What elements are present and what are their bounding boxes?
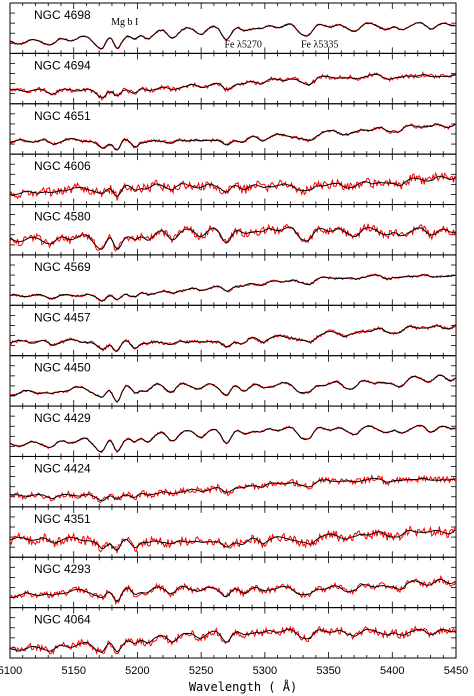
panel: NGC 4457	[9, 304, 457, 357]
observed-spectrum-line	[10, 525, 456, 554]
x-tick-label: 5150	[61, 665, 85, 677]
panel-label: NGC 4606	[34, 159, 91, 173]
model-spectrum-line	[10, 175, 456, 198]
panel-label: NGC 4064	[34, 613, 91, 627]
model-spectrum-line	[10, 123, 456, 151]
observed-spectrum-line	[10, 323, 456, 353]
panel-label: NGC 4580	[34, 210, 91, 224]
panel-label: NGC 4694	[34, 58, 91, 72]
panel: NGC 4293	[9, 556, 457, 609]
panel: NGC 4569	[9, 254, 457, 306]
panel-label: NGC 4424	[34, 461, 91, 475]
panel-label: NGC 4429	[34, 411, 91, 425]
model-spectrum-line	[10, 529, 456, 551]
model-spectrum-line	[10, 578, 456, 602]
observed-spectrum-line	[10, 424, 456, 454]
model-spectrum-line	[10, 374, 456, 403]
panel-label: NGC 4351	[34, 512, 91, 526]
model-spectrum-line	[10, 226, 456, 250]
model-spectrum-line	[10, 477, 456, 502]
panel-label: NGC 4293	[34, 562, 91, 576]
panel: NGC 4064	[9, 607, 457, 659]
model-spectrum-line	[10, 424, 456, 453]
line-annotation: Fe λ5270	[225, 39, 262, 50]
observed-spectrum-line	[10, 223, 456, 252]
x-tick-label: 5350	[316, 665, 340, 677]
model-spectrum-line	[10, 274, 456, 302]
observed-spectrum-line	[10, 122, 456, 151]
panel: NGC 4424	[9, 455, 457, 508]
panel: NGC 4429	[9, 405, 457, 457]
panel: NGC 4606	[9, 153, 457, 206]
observed-spectrum-line	[10, 374, 456, 403]
observed-spectrum-line	[10, 171, 456, 201]
line-annotation: Mg b I	[111, 17, 138, 28]
model-spectrum-line	[10, 73, 456, 98]
x-tick-label: 5100	[0, 665, 22, 677]
x-tick-label: 5250	[189, 665, 213, 677]
panel-label: NGC 4457	[34, 310, 91, 324]
model-spectrum-line	[10, 22, 456, 50]
observed-spectrum-line	[10, 473, 456, 504]
x-tick-label: 5200	[125, 665, 149, 677]
x-tick-label: 5300	[253, 665, 277, 677]
panel: NGC 4651	[9, 103, 457, 155]
panel-label: NGC 4569	[34, 260, 91, 274]
model-spectrum-line	[10, 324, 456, 352]
x-tick-label: 5450	[444, 665, 468, 677]
line-annotation: Fe λ5335	[301, 39, 338, 50]
observed-spectrum-line	[10, 625, 456, 656]
panel: NGC 4694	[9, 52, 457, 105]
panel-label: NGC 4651	[34, 109, 91, 123]
model-spectrum-line	[10, 628, 456, 653]
panel: NGC 4580	[9, 204, 457, 256]
panel: NGC 4351	[9, 506, 457, 558]
x-tick-label: 5400	[380, 665, 404, 677]
panel-label: NGC 4450	[34, 361, 91, 375]
panel-frame	[9, 607, 457, 659]
observed-spectrum-line	[10, 574, 456, 606]
panel: NGC 4450	[9, 355, 457, 407]
x-axis-title: Wavelength ( Å)	[189, 679, 297, 694]
panel-label: NGC 4698	[34, 8, 91, 22]
